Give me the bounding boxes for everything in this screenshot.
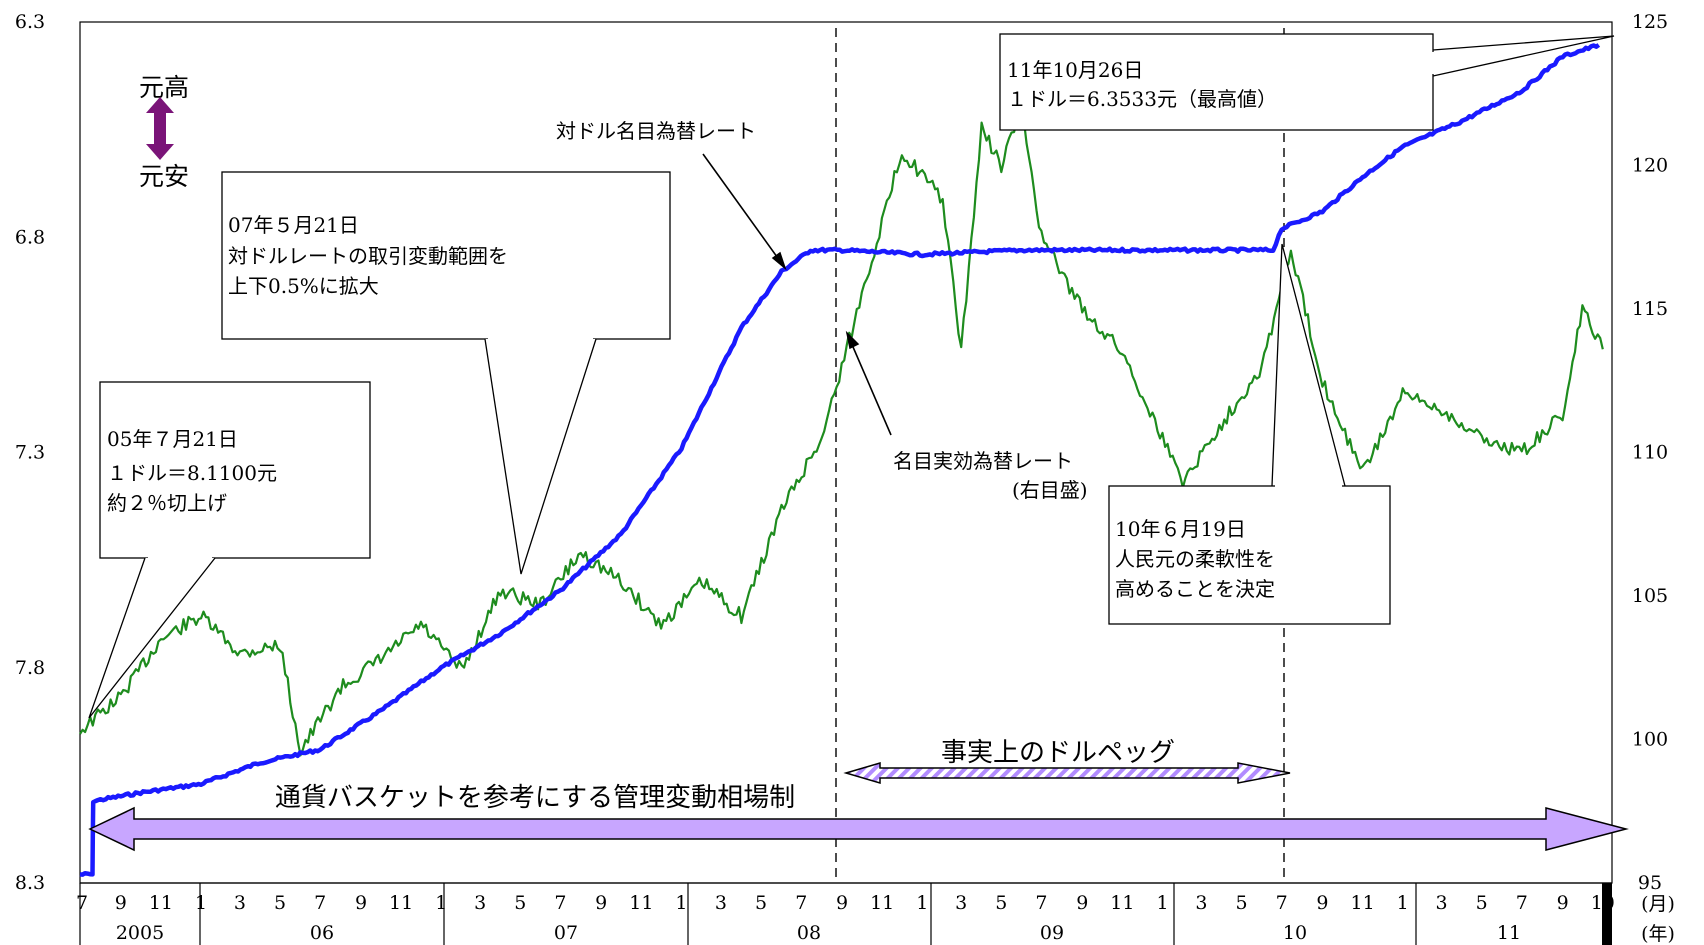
svg-text:上下0.5%に拡大: 上下0.5%に拡大 xyxy=(228,274,379,298)
month-labels: 7 9 11 1 3 5 7 9 11 1 3 5 7 9 11 1 3 5 7 9 11 1 3 5 7 9 11 1 3 5 7 9 11 1… xyxy=(76,892,1615,914)
month-tick-label: 3 xyxy=(1195,892,1207,914)
year-tick-label: 07 xyxy=(554,922,578,944)
month-tick-label: 9 xyxy=(1316,892,1328,914)
series-line-usd-nominal-rate xyxy=(79,43,1601,877)
month-tick-label: 5 xyxy=(755,892,767,914)
month-tick-label: 11 xyxy=(389,892,413,914)
svg-text:10年６月19日: 10年６月19日 xyxy=(1115,517,1246,541)
month-tick-label: 11 xyxy=(629,892,653,914)
month-tick-label: 3 xyxy=(474,892,486,914)
month-tick-label: 5 xyxy=(1235,892,1247,914)
pointer-usd-rate xyxy=(702,153,786,269)
month-tick-label: 7 xyxy=(795,892,807,914)
year-unit: (年) xyxy=(1641,923,1675,945)
month-tick-label: 1 xyxy=(1156,892,1168,914)
left-axis-ticks: 6.3 6.8 7.3 7.8 8.3 xyxy=(15,11,45,894)
year-labels: 2005 06 07 08 09 10 11 xyxy=(116,922,1521,944)
month-tick-label: 11 xyxy=(870,892,894,914)
arrowhead-neer xyxy=(845,330,860,350)
month-tick-label: 1 xyxy=(1397,892,1409,914)
month-tick-label: 11 xyxy=(1350,892,1374,914)
svg-text:１ドル＝6.3533元（最高値）: １ドル＝6.3533元（最高値） xyxy=(1007,87,1277,111)
month-tick-label: 3 xyxy=(955,892,967,914)
month-tick-label: 7 xyxy=(314,892,326,914)
svg-text:高めることを決定: 高めることを決定 xyxy=(1115,577,1275,601)
double-arrow-icon xyxy=(146,97,174,160)
label-neer: 名目実効為替レート xyxy=(893,449,1073,473)
month-tick-label: 3 xyxy=(234,892,246,914)
month-tick-label: 3 xyxy=(715,892,727,914)
month-tick-label: 7 xyxy=(76,892,88,914)
left-tick-label: 7.8 xyxy=(15,657,45,679)
month-tick-label: 1 xyxy=(195,892,207,914)
year-tick-label: 08 xyxy=(797,922,821,944)
month-tick-label: 5 xyxy=(514,892,526,914)
month-tick-label: 9 xyxy=(1557,892,1569,914)
label-neer-right-scale: (右目盛) xyxy=(1012,478,1088,502)
right-tick-label: 115 xyxy=(1632,298,1668,320)
callout-2007-band-widening: 07年５月21日 対ドルレートの取引変動範囲を 上下0.5%に拡大 xyxy=(221,171,671,575)
series-line-nominal-effective-rate xyxy=(79,104,1604,757)
svg-text:対ドルレートの取引変動範囲を: 対ドルレートの取引変動範囲を xyxy=(228,244,508,268)
month-tick-label: 9 xyxy=(355,892,367,914)
left-tick-label: 6.3 xyxy=(15,11,45,33)
month-tick-label: 9 xyxy=(836,892,848,914)
month-tick-label: 9 xyxy=(115,892,127,914)
label-usd-rate: 対ドル名目為替レート xyxy=(556,119,756,143)
month-tick-label: 11 xyxy=(1110,892,1134,914)
svg-text:07年５月21日: 07年５月21日 xyxy=(228,213,359,237)
svg-text:１ドル＝8.1100元: １ドル＝8.1100元 xyxy=(107,461,277,485)
month-tick-label: 7 xyxy=(554,892,566,914)
month-tick-label: 9 xyxy=(1076,892,1088,914)
right-tick-label: 105 xyxy=(1632,585,1668,607)
callout-2010-flexibility: 10年６月19日 人民元の柔軟性を 高めることを決定 xyxy=(1108,243,1391,625)
month-tick-label: 10 xyxy=(1591,892,1615,914)
basket-regime-label: 通貨バスケットを参考にする管理変動相場制 xyxy=(275,783,795,813)
pointer-neer xyxy=(846,332,892,436)
month-tick-label: 7 xyxy=(1276,892,1288,914)
right-tick-label: 100 xyxy=(1632,729,1668,751)
peg-regime-label: 事実上のドルペッグ xyxy=(941,738,1175,768)
year-tick-label: 09 xyxy=(1040,922,1064,944)
month-tick-label: 7 xyxy=(1516,892,1528,914)
arrowhead-usd-rate xyxy=(771,251,787,271)
year-tick-label: 10 xyxy=(1283,922,1307,944)
basket-regime-arrow xyxy=(88,806,1629,852)
year-tick-label: 2005 xyxy=(116,922,164,944)
month-unit: (月) xyxy=(1641,893,1675,915)
svg-text:05年７月21日: 05年７月21日 xyxy=(107,427,238,451)
callout-2005-revaluation: 05年７月21日 １ドル＝8.1100元 約２％切上げ xyxy=(88,381,371,719)
right-tick-label: 120 xyxy=(1632,155,1668,177)
month-tick-label: 1 xyxy=(916,892,928,914)
svg-text:11年10月26日: 11年10月26日 xyxy=(1007,58,1143,82)
month-tick-label: 1 xyxy=(435,892,447,914)
right-tick-label: 95 xyxy=(1638,872,1662,894)
month-tick-label: 5 xyxy=(274,892,286,914)
svg-text:約２％切上げ: 約２％切上げ xyxy=(107,491,227,515)
month-tick-label: 9 xyxy=(595,892,607,914)
month-tick-label: 5 xyxy=(1476,892,1488,914)
left-tick-label: 7.3 xyxy=(15,442,45,464)
right-tick-label: 125 xyxy=(1632,11,1668,33)
month-tick-label: 7 xyxy=(1035,892,1047,914)
peg-regime-arrow xyxy=(843,761,1291,785)
svg-text:人民元の柔軟性を: 人民元の柔軟性を xyxy=(1115,547,1275,571)
left-tick-label: 6.8 xyxy=(15,226,45,248)
month-tick-label: 3 xyxy=(1436,892,1448,914)
x-axis-table xyxy=(79,882,1612,945)
callout-2011-record-high: 11年10月26日 １ドル＝6.3533元（最高値） xyxy=(999,33,1615,131)
cny-weak-label: 元安 xyxy=(139,162,189,191)
right-tick-label: 110 xyxy=(1632,442,1668,464)
left-tick-label: 8.3 xyxy=(15,872,45,894)
year-tick-label: 06 xyxy=(310,922,334,944)
year-tick-label: 11 xyxy=(1497,922,1521,944)
right-axis-ticks: 125 120 115 110 105 100 95 xyxy=(1632,11,1668,894)
month-tick-label: 1 xyxy=(675,892,687,914)
month-tick-label: 11 xyxy=(149,892,173,914)
month-tick-label: 5 xyxy=(995,892,1007,914)
cny-strong-label: 元高 xyxy=(139,73,189,102)
